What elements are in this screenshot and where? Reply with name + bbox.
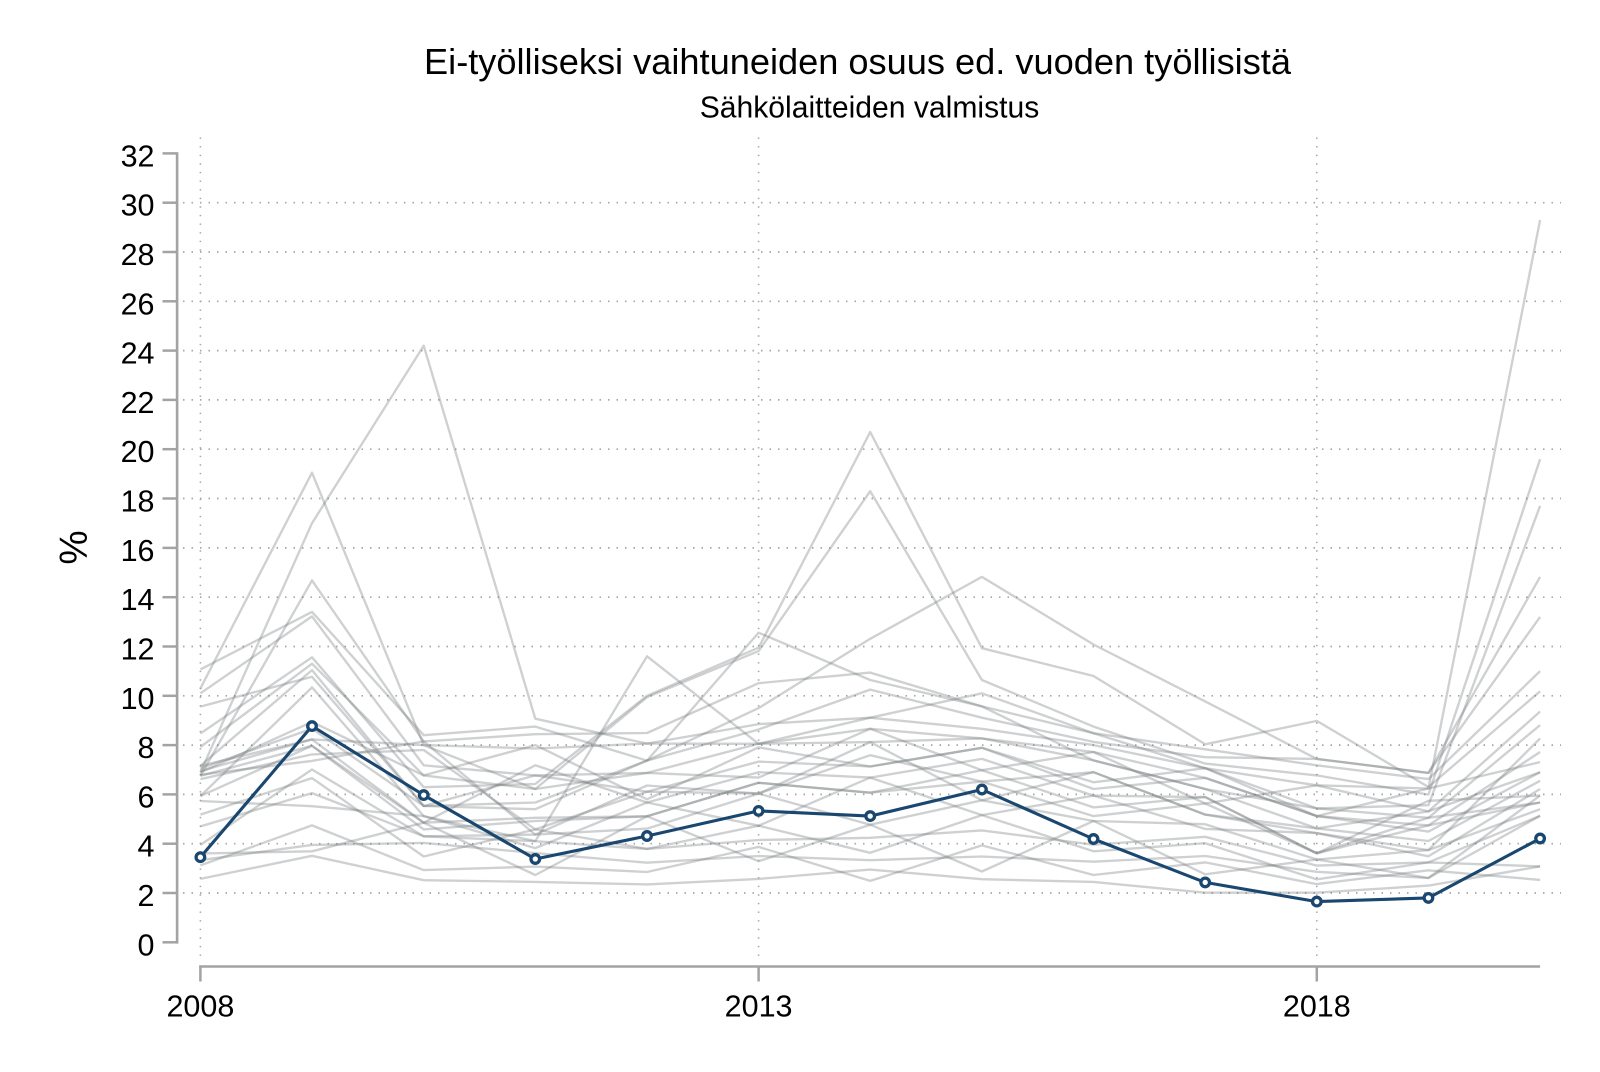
svg-text:28: 28 bbox=[121, 238, 155, 272]
svg-text:4: 4 bbox=[138, 830, 155, 864]
svg-text:16: 16 bbox=[121, 534, 155, 568]
svg-text:18: 18 bbox=[121, 485, 155, 519]
svg-text:2013: 2013 bbox=[725, 990, 793, 1024]
svg-text:10: 10 bbox=[121, 682, 155, 716]
svg-text:30: 30 bbox=[121, 189, 155, 223]
svg-text:0: 0 bbox=[138, 928, 155, 962]
svg-text:12: 12 bbox=[121, 633, 155, 667]
svg-text:14: 14 bbox=[121, 583, 155, 617]
svg-text:2008: 2008 bbox=[166, 990, 234, 1024]
svg-text:6: 6 bbox=[138, 780, 155, 814]
svg-text:20: 20 bbox=[121, 435, 155, 469]
svg-text:2018: 2018 bbox=[1283, 990, 1351, 1024]
svg-text:8: 8 bbox=[138, 731, 155, 765]
svg-text:%: % bbox=[53, 530, 96, 564]
svg-text:Sähkölaitteiden valmistus: Sähkölaitteiden valmistus bbox=[700, 92, 1040, 125]
svg-text:24: 24 bbox=[121, 337, 155, 371]
svg-text:22: 22 bbox=[121, 386, 155, 420]
svg-text:Ei-työlliseksi vaihtuneiden os: Ei-työlliseksi vaihtuneiden osuus ed. vu… bbox=[424, 41, 1292, 82]
svg-text:26: 26 bbox=[121, 287, 155, 321]
svg-text:2: 2 bbox=[138, 879, 155, 913]
svg-text:32: 32 bbox=[121, 139, 155, 173]
